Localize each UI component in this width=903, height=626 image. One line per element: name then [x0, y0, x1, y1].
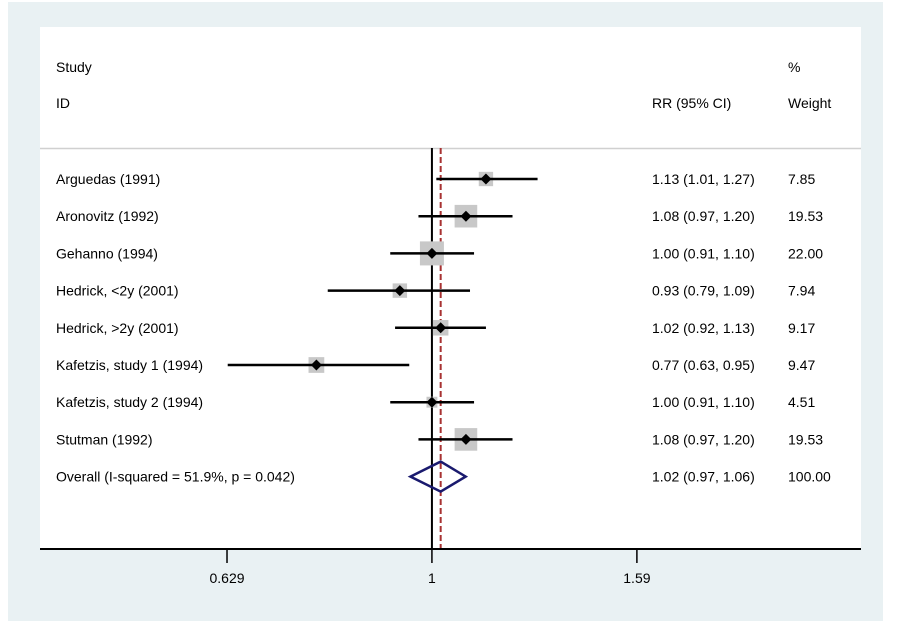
header-rr: RR (95% CI) — [652, 95, 731, 111]
x-tick-label: 1 — [428, 570, 436, 586]
study-row: Aronovitz (1992) 1.08 (0.97, 1.20) 19.53 — [56, 204, 823, 228]
overall-row: Overall (I-squared = 51.9%, p = 0.042) 1.… — [56, 460, 831, 494]
point-estimate — [426, 396, 438, 408]
study-label: Stutman (1992) — [56, 431, 153, 447]
study-rr-ci: 0.93 (0.79, 1.09) — [652, 283, 755, 299]
marks-layer: Arguedas (1991) 1.13 (1.01, 1.27) 7.85 Aron… — [56, 148, 831, 549]
study-rr-ci: 1.08 (0.97, 1.20) — [652, 208, 755, 224]
point-estimate — [460, 210, 472, 222]
overall-label: Overall (I-squared = 51.9%, p = 0.042) — [56, 469, 295, 485]
study-weight: 9.47 — [788, 357, 815, 373]
point-estimate — [426, 247, 438, 259]
study-row: Gehanno (1994) 1.00 (0.91, 1.10) 22.00 — [56, 241, 823, 266]
study-weight: 7.94 — [788, 283, 815, 299]
study-weight: 22.00 — [788, 245, 823, 261]
point-estimate — [310, 359, 322, 371]
study-row: Arguedas (1991) 1.13 (1.01, 1.27) 7.85 — [56, 171, 815, 187]
study-label: Hedrick, <2y (2001) — [56, 283, 179, 299]
study-row: Kafetzis, study 2 (1994) 1.00 (0.91, 1.10… — [56, 394, 815, 410]
study-label: Gehanno (1994) — [56, 245, 158, 261]
study-weight: 4.51 — [788, 394, 815, 410]
x-ticks: 0.629 1 1.59 — [209, 549, 651, 586]
overall-weight: 100.00 — [788, 469, 831, 485]
study-label: Kafetzis, study 1 (1994) — [56, 357, 203, 373]
study-weight: 19.53 — [788, 431, 823, 447]
study-row: Hedrick, >2y (2001) 1.02 (0.92, 1.13) 9.17 — [56, 320, 815, 336]
plot-region — [40, 27, 861, 550]
study-label: Aronovitz (1992) — [56, 208, 159, 224]
x-tick-label: 1.59 — [623, 570, 650, 586]
study-rr-ci: 1.00 (0.91, 1.10) — [652, 245, 755, 261]
header-id: ID — [56, 95, 70, 111]
study-rr-ci: 1.02 (0.92, 1.13) — [652, 320, 755, 336]
study-weight: 19.53 — [788, 208, 823, 224]
study-rr-ci: 1.00 (0.91, 1.10) — [652, 394, 755, 410]
overall-rr-ci: 1.02 (0.97, 1.06) — [652, 469, 755, 485]
study-weight: 9.17 — [788, 320, 815, 336]
study-label: Kafetzis, study 2 (1994) — [56, 394, 203, 410]
study-row: Hedrick, <2y (2001) 0.93 (0.79, 1.09) 7.94 — [56, 283, 815, 299]
header-study: Study — [56, 59, 92, 75]
x-tick-label: 0.629 — [209, 570, 244, 586]
overall-diamond — [407, 460, 469, 494]
header-weight-percent: % — [788, 59, 800, 75]
point-estimate — [480, 173, 492, 185]
study-rr-ci: 1.08 (0.97, 1.20) — [652, 431, 755, 447]
point-estimate — [394, 285, 406, 297]
study-row: Kafetzis, study 1 (1994) 0.77 (0.63, 0.95… — [56, 357, 815, 373]
study-weight: 7.85 — [788, 171, 815, 187]
study-label: Hedrick, >2y (2001) — [56, 320, 179, 336]
header-weight: Weight — [788, 95, 831, 111]
study-label: Arguedas (1991) — [56, 171, 160, 187]
point-estimate — [460, 433, 472, 445]
study-rr-ci: 0.77 (0.63, 0.95) — [652, 357, 755, 373]
study-row: Stutman (1992) 1.08 (0.97, 1.20) 19.53 — [56, 428, 823, 451]
point-estimate — [435, 322, 447, 334]
study-rr-ci: 1.13 (1.01, 1.27) — [652, 171, 755, 187]
